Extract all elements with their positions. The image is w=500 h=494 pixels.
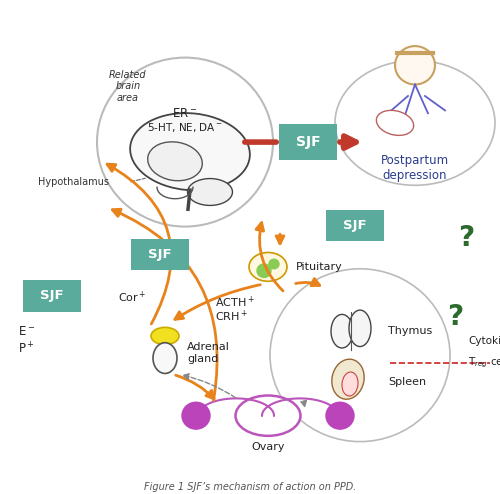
FancyBboxPatch shape	[23, 280, 81, 312]
Text: Adrenal
gland: Adrenal gland	[187, 342, 230, 364]
Text: Spleen: Spleen	[388, 377, 426, 387]
Ellipse shape	[153, 343, 177, 373]
Text: ER$^-$: ER$^-$	[172, 107, 198, 120]
Ellipse shape	[342, 372, 358, 396]
Ellipse shape	[331, 314, 353, 348]
Text: CRH$^+$: CRH$^+$	[215, 309, 248, 325]
Text: SJF: SJF	[343, 219, 367, 232]
Text: 5-HT, NE, DA$^-$: 5-HT, NE, DA$^-$	[147, 121, 223, 134]
FancyBboxPatch shape	[279, 124, 337, 161]
Text: ?: ?	[447, 303, 463, 331]
Circle shape	[395, 46, 435, 84]
Text: Figure 1 SJF’s mechanism of action on PPD.: Figure 1 SJF’s mechanism of action on PP…	[144, 482, 356, 492]
Circle shape	[270, 269, 450, 442]
Text: Hypothalamus: Hypothalamus	[38, 177, 109, 187]
Ellipse shape	[332, 359, 364, 399]
Text: SJF: SJF	[148, 248, 172, 261]
Circle shape	[269, 259, 279, 269]
Ellipse shape	[349, 310, 371, 347]
Text: E$^-$
P$^+$: E$^-$ P$^+$	[18, 326, 35, 356]
Text: Ovary: Ovary	[252, 442, 285, 453]
Circle shape	[182, 402, 210, 429]
FancyBboxPatch shape	[131, 239, 189, 270]
Circle shape	[326, 402, 354, 429]
Text: Pituitary: Pituitary	[296, 262, 343, 272]
Ellipse shape	[188, 178, 232, 206]
Ellipse shape	[236, 396, 300, 436]
Text: T$_{reg}$ cells?: T$_{reg}$ cells?	[468, 356, 500, 370]
Text: SJF: SJF	[40, 289, 64, 302]
Ellipse shape	[151, 328, 179, 345]
Circle shape	[257, 264, 271, 278]
Ellipse shape	[148, 142, 203, 181]
Text: Cytokines?: Cytokines?	[468, 336, 500, 346]
Text: Related
brain
area: Related brain area	[109, 70, 147, 103]
Text: Cor$^+$: Cor$^+$	[118, 290, 146, 305]
Text: ACTH$^+$: ACTH$^+$	[215, 295, 255, 310]
Circle shape	[97, 58, 273, 227]
Ellipse shape	[249, 252, 287, 281]
Text: Postpartum
depression: Postpartum depression	[381, 154, 449, 182]
FancyBboxPatch shape	[326, 210, 384, 242]
Ellipse shape	[376, 110, 414, 135]
Text: SJF: SJF	[296, 135, 320, 149]
Text: ?: ?	[458, 224, 474, 252]
Ellipse shape	[335, 60, 495, 185]
Ellipse shape	[130, 113, 250, 190]
Text: Thymus: Thymus	[388, 326, 432, 336]
